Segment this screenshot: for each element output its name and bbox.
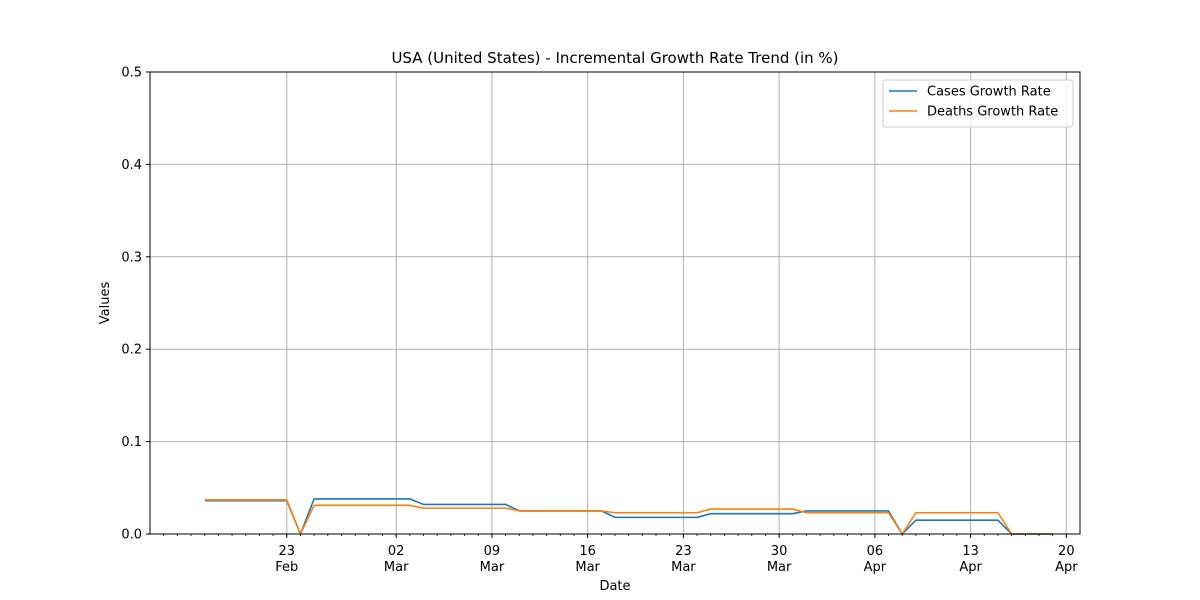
x-tick-label-day: 09 [484,544,501,559]
x-tick-label-month: Mar [384,560,409,575]
x-tick-label-month: Mar [767,560,792,575]
x-axis-title: Date [599,579,630,594]
chart-title: USA (United States) - Incremental Growth… [391,49,838,67]
series-line-0 [204,498,1053,535]
y-tick-label: 0.0 [121,528,142,543]
x-tick-label-day: 02 [388,544,405,559]
axis-ticks: 0.00.10.20.30.40.523Feb02Mar09Mar16Mar23… [121,66,1078,576]
series-group [204,498,1053,535]
series-line-1 [204,499,1053,535]
x-tick-label-month: Feb [275,560,298,575]
y-tick-label: 0.3 [121,250,142,265]
y-tick-label: 0.5 [121,66,142,81]
x-tick-label-day: 23 [675,544,692,559]
x-tick-label-month: Apr [959,560,982,575]
grid [150,71,1080,535]
y-tick-label: 0.1 [121,435,142,450]
x-tick-label-month: Mar [575,560,600,575]
legend-box [882,79,1074,128]
x-tick-label-day: 20 [1058,544,1075,559]
x-tick-label-day: 16 [579,544,596,559]
x-tick-label-month: Mar [671,560,696,575]
x-tick-label-day: 13 [962,544,979,559]
x-tick-label-day: 23 [278,544,295,559]
x-tick-label-month: Apr [1055,560,1078,575]
y-tick-label: 0.2 [121,343,142,358]
x-tick-label-month: Apr [864,560,887,575]
x-tick-label-day: 06 [867,544,884,559]
x-tick-label-month: Mar [480,560,505,575]
y-tick-label: 0.4 [121,158,142,173]
legend: Cases Growth Rate Deaths Growth Rate [882,79,1074,128]
y-axis-title: Values [98,282,113,325]
legend-label-1: Deaths Growth Rate [927,105,1058,120]
legend-label-0: Cases Growth Rate [927,85,1051,100]
x-tick-label-day: 30 [771,544,788,559]
